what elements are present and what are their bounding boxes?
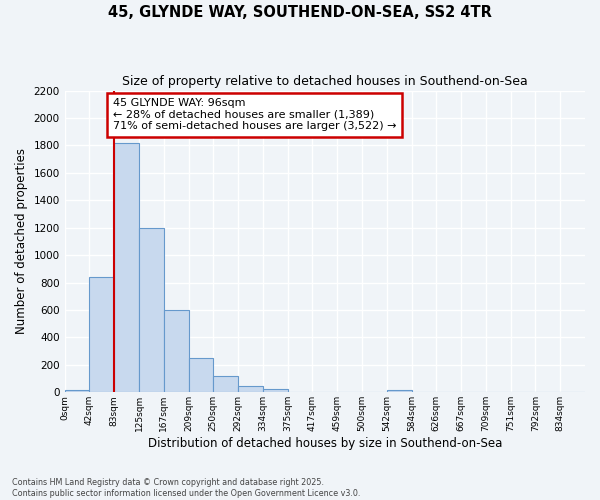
Bar	[263, 389, 287, 392]
X-axis label: Distribution of detached houses by size in Southend-on-Sea: Distribution of detached houses by size …	[148, 437, 502, 450]
Bar	[214, 376, 238, 392]
Bar	[238, 386, 263, 392]
Title: Size of property relative to detached houses in Southend-on-Sea: Size of property relative to detached ho…	[122, 75, 528, 88]
Bar	[89, 277, 114, 392]
Bar	[65, 390, 89, 392]
Bar	[188, 358, 214, 392]
Bar	[164, 310, 188, 392]
Bar	[114, 142, 139, 392]
Bar	[139, 228, 164, 392]
Text: 45, GLYNDE WAY, SOUTHEND-ON-SEA, SS2 4TR: 45, GLYNDE WAY, SOUTHEND-ON-SEA, SS2 4TR	[108, 5, 492, 20]
Text: Contains HM Land Registry data © Crown copyright and database right 2025.
Contai: Contains HM Land Registry data © Crown c…	[12, 478, 361, 498]
Y-axis label: Number of detached properties: Number of detached properties	[15, 148, 28, 334]
Bar	[387, 390, 412, 392]
Text: 45 GLYNDE WAY: 96sqm
← 28% of detached houses are smaller (1,389)
71% of semi-de: 45 GLYNDE WAY: 96sqm ← 28% of detached h…	[113, 98, 397, 132]
